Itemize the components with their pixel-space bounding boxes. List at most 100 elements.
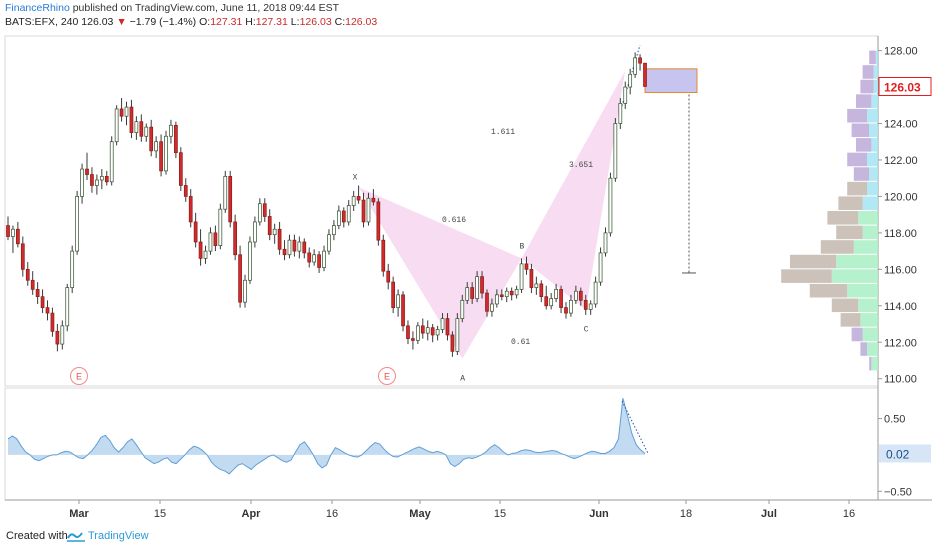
volume-profile-up-bar <box>869 123 878 138</box>
candle-body <box>322 250 326 268</box>
price-axis-label: 112.00 <box>884 337 917 349</box>
candle-body <box>332 225 336 236</box>
candle-body <box>406 325 410 339</box>
candle-body <box>248 241 252 281</box>
candle-body <box>450 334 455 352</box>
candle-body <box>341 210 346 223</box>
time-axis-label: 16 <box>843 508 855 520</box>
time-axis-label: May <box>409 508 431 520</box>
candle-body <box>371 197 376 203</box>
volume-profile-up-bar <box>875 50 878 65</box>
volume-profile-up-bar <box>871 356 878 371</box>
candle-body <box>287 239 292 256</box>
last-price-badge-label: 126.03 <box>884 80 921 94</box>
pattern-point-b: B <box>520 242 525 251</box>
price-axis-label: 116.00 <box>884 264 917 276</box>
candle-body <box>11 228 15 237</box>
candle-body <box>85 168 89 175</box>
time-axis-label: Apr <box>242 508 262 520</box>
earnings-marker <box>70 367 88 385</box>
volume-profile-up-bar <box>858 211 878 225</box>
volume-profile-down-bar <box>847 181 867 196</box>
oscillator-axis-label: −0.50 <box>884 486 912 498</box>
candle-body <box>346 205 351 223</box>
candle-body <box>425 327 430 334</box>
candle-body <box>16 228 20 245</box>
volume-profile-down-bar <box>869 356 872 371</box>
volume-profile-down-bar <box>831 298 859 313</box>
price-axis-label: 128.00 <box>884 46 918 58</box>
candle-body <box>386 270 391 283</box>
pattern-point-c: C <box>584 325 589 334</box>
candle-body <box>549 298 554 307</box>
candle-body <box>455 318 460 352</box>
candle-body <box>603 232 608 254</box>
open-value: 127.31 <box>210 16 243 28</box>
pattern-point-a: A <box>460 375 465 384</box>
candle-body <box>243 279 247 303</box>
candle-body <box>598 252 603 283</box>
candle-body <box>336 210 341 226</box>
candle-body <box>445 318 450 336</box>
candle-body <box>30 279 35 290</box>
candle-body <box>65 287 70 327</box>
volume-profile-up-bar <box>836 254 878 269</box>
candle-body <box>45 307 50 314</box>
candle-body <box>228 176 233 223</box>
ratio-label-abc: 0.61 <box>511 338 530 347</box>
candle-body <box>55 330 60 345</box>
candle-body <box>95 179 99 186</box>
candle-body <box>80 168 84 197</box>
candle-body <box>70 250 75 288</box>
candle-body <box>183 185 188 197</box>
volume-profile-up-bar <box>860 313 878 327</box>
candle-body <box>416 325 420 341</box>
candle-body <box>475 276 479 299</box>
volume-profile-down-bar <box>851 123 870 138</box>
price-axis-label: 110.00 <box>884 374 917 386</box>
footer: Created with TradingView <box>0 522 932 550</box>
candle-body <box>198 241 203 259</box>
volume-profile-up-bar <box>847 283 878 298</box>
candle-body <box>559 289 563 308</box>
time-axis-label: Mar <box>69 508 89 520</box>
candle-body <box>613 123 618 179</box>
candle-body <box>638 57 642 64</box>
volume-profile-down-bar <box>838 196 863 210</box>
price-axis-label: 122.00 <box>884 155 918 167</box>
ratio-label-bcd: 3.651 <box>569 161 593 170</box>
candle-body <box>297 241 302 252</box>
candle-body <box>643 62 647 87</box>
author-link[interactable]: FinanceRhino <box>5 2 70 14</box>
candle-body <box>499 294 504 298</box>
pattern-point-x: X <box>353 173 358 182</box>
oscillator-axis-label: 0.50 <box>884 414 905 426</box>
candle-body <box>361 199 366 223</box>
candle-body <box>114 108 119 143</box>
candle-body <box>203 250 208 259</box>
price-axis-label: 118.00 <box>884 228 917 240</box>
candle-body <box>411 338 415 341</box>
volume-profile-up-bar <box>867 342 878 356</box>
ratio-label-xad: 1.611 <box>491 128 515 137</box>
harmonic-bcd-triangle <box>521 70 626 310</box>
price-chart[interactable]: X A B C 0.616 0.61 1.611 3.651 E E 110.00 112.00 114… <box>0 0 932 522</box>
volume-profile-up-bar <box>858 298 878 313</box>
candle-body <box>381 239 386 272</box>
volume-profile-up-bar <box>867 181 878 196</box>
candle-body <box>50 312 55 332</box>
candle-body <box>317 254 321 268</box>
volume-profile-down-bar <box>860 342 867 356</box>
price-axis-label: 124.00 <box>884 119 918 131</box>
symbol-label[interactable]: BATS:EFX, 240 <box>5 16 79 28</box>
volume-profile-down-bar <box>860 79 874 94</box>
candle-body <box>233 221 237 256</box>
candle-body <box>253 221 257 243</box>
candle-body <box>509 290 514 296</box>
tradingview-link[interactable]: TradingView <box>88 530 149 542</box>
candle-body <box>485 292 489 312</box>
candle-body <box>539 283 544 298</box>
volume-profile-down-bar <box>856 138 872 152</box>
volume-profile-down-bar <box>809 283 848 298</box>
created-with-text: Created with <box>6 530 68 542</box>
